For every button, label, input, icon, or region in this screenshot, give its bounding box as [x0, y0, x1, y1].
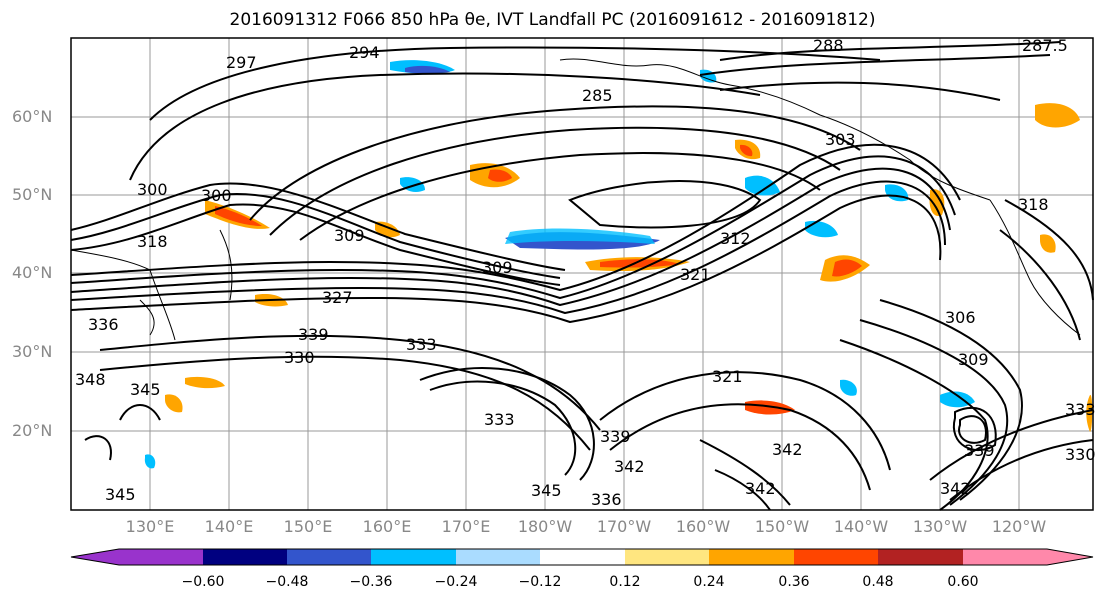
colorbar-segment [625, 549, 709, 565]
contour-label: 342 [614, 457, 645, 476]
colorbar-tick: −0.24 [434, 574, 478, 590]
map-title: 2016091312 F066 850 hPa θe, IVT Landfall… [229, 10, 876, 30]
contour-label: 300 [137, 180, 168, 199]
colorbar-segment [456, 549, 540, 565]
colorbar-segment [540, 549, 625, 565]
contour-label: 330 [1065, 445, 1096, 464]
colorbar-tick: 0.48 [862, 574, 894, 590]
colorbar-segment [287, 549, 371, 565]
contour-label: 339 [600, 427, 631, 446]
lat-label: 50°N [12, 185, 53, 204]
colorbar-extend-low [71, 549, 119, 565]
lon-label: 150°W [754, 517, 810, 536]
contour-label: 345 [105, 485, 136, 504]
colorbar-outline [70, 548, 1094, 566]
contour-label: 297 [226, 53, 257, 72]
contour-label: 336 [591, 490, 622, 509]
contour-label: 312 [720, 229, 751, 248]
contour-label: 333 [484, 410, 515, 429]
theta-e-contours [70, 41, 1094, 511]
colorbar-tick: −0.36 [349, 574, 393, 590]
contour-label: 333 [406, 335, 437, 354]
contour-label: 300 [201, 186, 232, 205]
colorbar [70, 548, 1094, 566]
lat-label: 40°N [12, 263, 53, 282]
contour-label: 336 [88, 315, 119, 334]
contour-label: 339 [298, 325, 329, 344]
contour-label: 285 [582, 86, 613, 105]
contour-label: 348 [75, 370, 106, 389]
contour-label: 330 [284, 348, 315, 367]
colorbar-tick: −0.12 [518, 574, 562, 590]
contour-label: 342 [745, 479, 776, 498]
colorbar-segment [203, 549, 287, 565]
colorbar-tick: −0.60 [181, 574, 225, 590]
contour-label: 309 [482, 258, 513, 277]
contour-label: 287.5 [1022, 36, 1068, 55]
lon-label: 120°W [991, 517, 1047, 536]
colorbar-tick: −0.48 [265, 574, 309, 590]
contour-label: 327 [322, 288, 353, 307]
contour-label: 333 [1065, 400, 1096, 419]
contour-label: 345 [531, 481, 562, 500]
contour-label: 318 [137, 232, 168, 251]
lon-label: 130°E [125, 517, 175, 536]
contour-label: 321 [712, 367, 743, 386]
colorbar-segment [878, 549, 963, 565]
contour-label: 321 [680, 265, 711, 284]
contour-labels-group: 297 294 288 287.5 285 303 300 300 309 31… [75, 36, 1096, 509]
colorbar-segment [709, 549, 794, 565]
contour-label: 309 [334, 226, 365, 245]
contour-label: 339 [964, 441, 995, 460]
lon-label: 150°E [283, 517, 333, 536]
colorbar-segment [963, 549, 1047, 565]
lon-label: 140°E [204, 517, 254, 536]
lat-label: 60°N [12, 107, 53, 126]
lon-label: 180°W [517, 517, 573, 536]
contour-label: 294 [349, 43, 380, 62]
lon-label: 170°W [596, 517, 652, 536]
colorbar-tick: 0.36 [778, 574, 810, 590]
contour-label: 345 [130, 380, 161, 399]
lat-label: 20°N [12, 421, 53, 440]
colorbar-segment [371, 549, 456, 565]
lon-label: 160°E [362, 517, 412, 536]
lon-label: 160°W [675, 517, 731, 536]
colorbar-extend-high [1047, 549, 1093, 565]
contour-label: 288 [813, 36, 844, 55]
lon-label: 170°E [441, 517, 491, 536]
contour-label: 306 [945, 308, 976, 327]
lon-label: 140°W [833, 517, 889, 536]
lat-label: 30°N [12, 342, 53, 361]
colorbar-segment [119, 549, 203, 565]
contour-label: 318 [1018, 195, 1049, 214]
contour-label: 342 [772, 440, 803, 459]
contour-label: 309 [958, 350, 989, 369]
map-frame [70, 37, 1094, 511]
colorbar-segment [794, 549, 878, 565]
colorbar-tick: 0.12 [609, 574, 641, 590]
ivt-shading [144, 60, 1093, 469]
lon-label: 130°W [912, 517, 968, 536]
colorbar-tick: 0.60 [947, 574, 979, 590]
colorbar-tick: 0.24 [693, 574, 725, 590]
contour-label: 303 [825, 130, 856, 149]
coastlines [70, 58, 1081, 341]
contour-label: 342 [940, 479, 971, 498]
